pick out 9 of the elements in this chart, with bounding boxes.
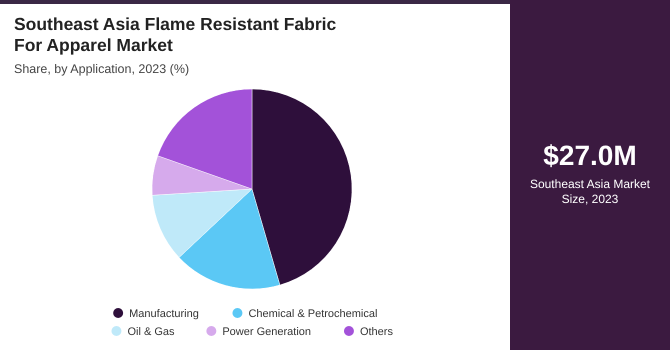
text: Southeast Asia Market Size, 2023: [530, 177, 651, 206]
legend-label: Manufacturing: [129, 308, 199, 320]
chart-subtitle: Share, by Application, 2023 (%): [14, 62, 190, 76]
legend-label: Chemical & Petrochemical: [248, 308, 378, 320]
legend-label: Oil & Gas: [127, 326, 176, 338]
legend-label: Power Generation: [222, 326, 312, 338]
text: $27.0M: [543, 140, 637, 171]
chart-title: Southeast Asia Flame Resistant Fabric For Apparel Market: [14, 14, 336, 55]
legend-label: Others: [360, 326, 394, 338]
